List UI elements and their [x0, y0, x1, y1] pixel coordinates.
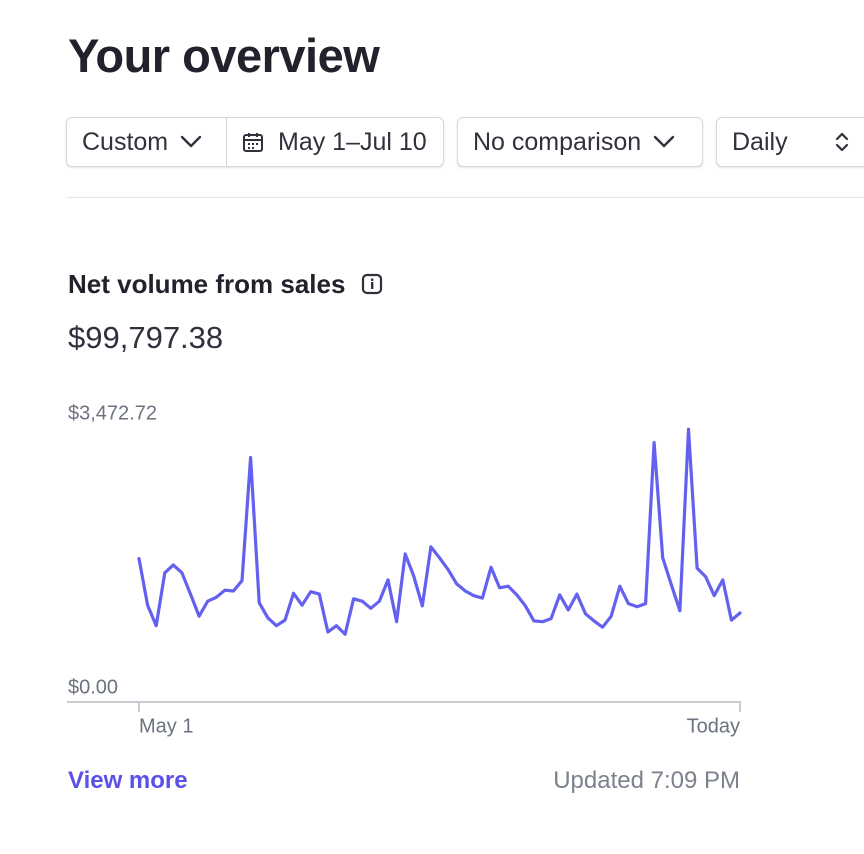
updated-time: Updated 7:09 PM — [553, 767, 740, 794]
info-icon[interactable] — [361, 273, 383, 295]
x-tick-label: May 1 — [139, 715, 193, 737]
comparison-select[interactable]: No comparison — [457, 117, 703, 167]
interval-label: Daily — [732, 127, 788, 156]
chart-title: Net volume from sales — [68, 269, 383, 300]
chevron-icon — [653, 135, 675, 148]
date-range-label: May 1–Jul 10 — [278, 127, 427, 156]
chevron-icon — [180, 135, 202, 148]
series-line — [137, 427, 742, 636]
updown-icon — [835, 132, 848, 152]
view-more-link[interactable]: View more — [68, 767, 188, 794]
divider — [67, 197, 864, 198]
chart-total: $99,797.38 — [68, 320, 224, 355]
date-range-group: Custom May 1–Jul 10 — [66, 117, 444, 167]
calendar-icon — [243, 133, 263, 152]
comparison-label: No comparison — [473, 127, 642, 156]
preset-label: Custom — [82, 127, 169, 156]
y-tick-label: $0.00 — [68, 676, 118, 698]
interval-select[interactable]: Daily — [716, 117, 864, 167]
x-tick-label: Today — [687, 715, 740, 737]
page-title: Your overview — [68, 29, 380, 82]
preset-select[interactable]: Custom — [67, 118, 226, 166]
chart: $0.00 $3,472.72 May 1 Today — [67, 402, 742, 737]
y-tick-label: $3,472.72 — [68, 402, 157, 424]
date-range-picker[interactable]: May 1–Jul 10 — [226, 118, 441, 166]
chart-title-text: Net volume from sales — [68, 269, 346, 299]
